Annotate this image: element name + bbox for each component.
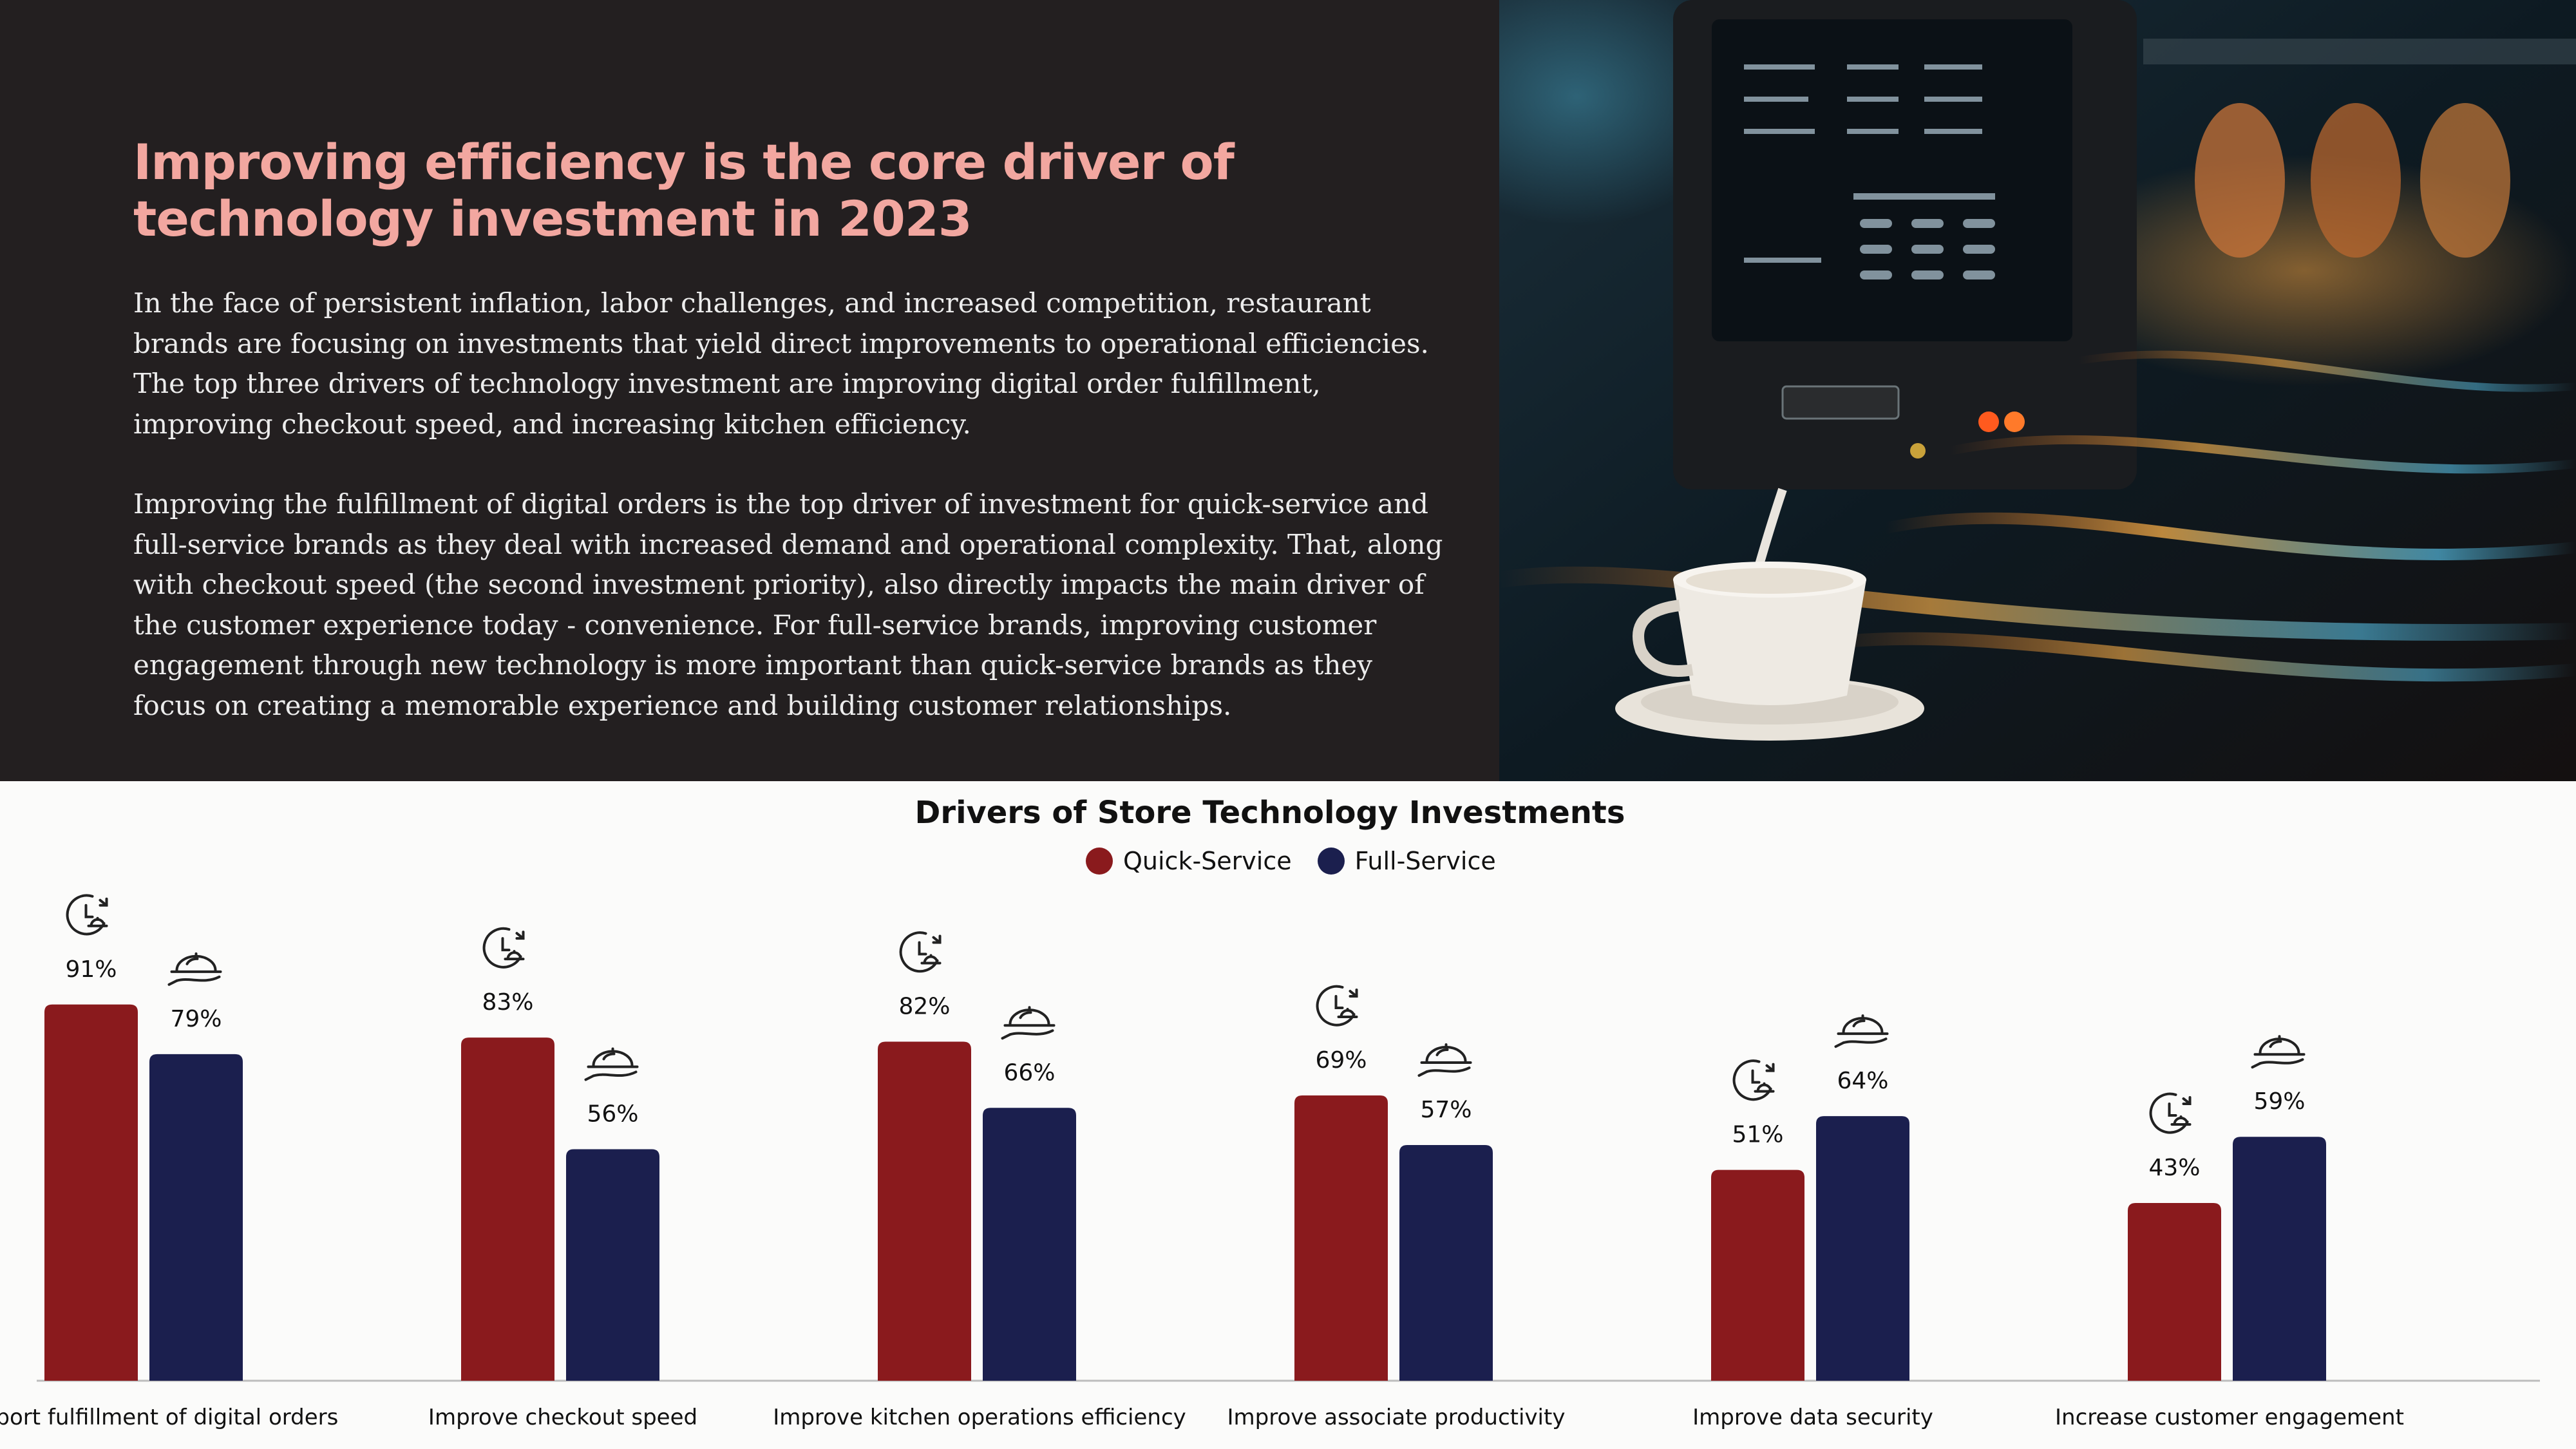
bar-full-service-3 bbox=[983, 1108, 1076, 1381]
fast-clock-tray-icon-1 bbox=[66, 894, 108, 936]
header-section: Improving efficiency is the core driver … bbox=[0, 0, 2576, 781]
bar-full-service-1 bbox=[149, 1054, 243, 1381]
bar-quick-service-3 bbox=[878, 1041, 971, 1381]
value-label-quick-service-4: 69% bbox=[1315, 1047, 1367, 1074]
bar-full-service-5 bbox=[1816, 1116, 1909, 1381]
legend-item-quick-service: Quick-Service bbox=[1086, 847, 1292, 875]
chart-title: Drivers of Store Technology Investments bbox=[914, 795, 1625, 831]
serving-cloche-icon-2 bbox=[584, 1047, 639, 1081]
text-panel: Improving efficiency is the core driver … bbox=[0, 0, 1499, 781]
fast-clock-tray-icon-6 bbox=[2149, 1092, 2192, 1134]
value-label-full-service-1: 79% bbox=[170, 1006, 222, 1032]
coffee-machine-illustration bbox=[1499, 0, 2576, 781]
intro-paragraph: In the face of persistent inflation, lab… bbox=[133, 287, 1429, 440]
bar-quick-service-4 bbox=[1294, 1095, 1388, 1381]
coffee-machine-photo bbox=[1499, 0, 2576, 781]
value-label-full-service-5: 64% bbox=[1837, 1068, 1888, 1094]
category-label-3: Improve kitchen operations efficiency bbox=[773, 1405, 1186, 1430]
value-label-full-service-3: 66% bbox=[1003, 1059, 1055, 1086]
chart-legend: Quick-Service Full-Service bbox=[1086, 847, 1496, 875]
bar-full-service-6 bbox=[2233, 1137, 2326, 1381]
value-label-full-service-6: 59% bbox=[2253, 1088, 2305, 1115]
serving-cloche-icon-5 bbox=[1834, 1014, 1889, 1048]
fast-clock-tray-icon-4 bbox=[1316, 985, 1358, 1027]
chart-section: Drivers of Store Technology Investments … bbox=[0, 781, 2576, 1449]
value-label-full-service-2: 56% bbox=[587, 1101, 638, 1127]
legend-swatch-full-service bbox=[1317, 848, 1345, 875]
category-label-4: Improve associate productivity bbox=[1227, 1405, 1566, 1430]
category-label-1: Support fulfillment of digital orders bbox=[0, 1405, 338, 1430]
value-label-quick-service-6: 43% bbox=[2148, 1155, 2200, 1181]
category-label-5: Improve data security bbox=[1692, 1405, 1933, 1430]
category-label-2: Improve checkout speed bbox=[428, 1405, 697, 1430]
category-label-6: Increase customer engagement bbox=[2055, 1405, 2404, 1430]
page-title: Improving efficiency is the core driver … bbox=[133, 133, 1235, 247]
value-label-quick-service-2: 83% bbox=[482, 989, 533, 1016]
bar-full-service-2 bbox=[566, 1149, 659, 1381]
bar-quick-service-1 bbox=[44, 1004, 138, 1381]
legend-item-full-service: Full-Service bbox=[1317, 847, 1496, 875]
serving-cloche-icon-6 bbox=[2251, 1035, 2306, 1069]
legend-label-full-service: Full-Service bbox=[1354, 847, 1496, 875]
bar-chart-plot: 91% 79% Support fulfillment of digital ord… bbox=[0, 894, 2540, 1430]
bar-quick-service-2 bbox=[461, 1037, 554, 1381]
value-label-quick-service-1: 91% bbox=[65, 956, 117, 983]
bar-quick-service-6 bbox=[2128, 1202, 2221, 1381]
fast-clock-tray-icon-2 bbox=[482, 927, 525, 969]
detail-paragraph: Improving the fulfillment of digital ord… bbox=[133, 488, 1443, 721]
serving-cloche-icon-3 bbox=[1001, 1006, 1056, 1040]
bar-quick-service-5 bbox=[1711, 1170, 1804, 1381]
fast-clock-tray-icon-5 bbox=[1732, 1059, 1775, 1101]
serving-cloche-icon-4 bbox=[1417, 1043, 1472, 1077]
legend-swatch-quick-service bbox=[1086, 848, 1113, 875]
value-label-quick-service-3: 82% bbox=[898, 994, 950, 1020]
serving-cloche-icon-1 bbox=[167, 952, 222, 986]
value-label-quick-service-5: 51% bbox=[1732, 1122, 1783, 1148]
legend-label-quick-service: Quick-Service bbox=[1123, 847, 1292, 875]
bar-full-service-4 bbox=[1399, 1145, 1493, 1381]
value-label-full-service-4: 57% bbox=[1420, 1097, 1472, 1123]
fast-clock-tray-icon-3 bbox=[899, 931, 942, 973]
